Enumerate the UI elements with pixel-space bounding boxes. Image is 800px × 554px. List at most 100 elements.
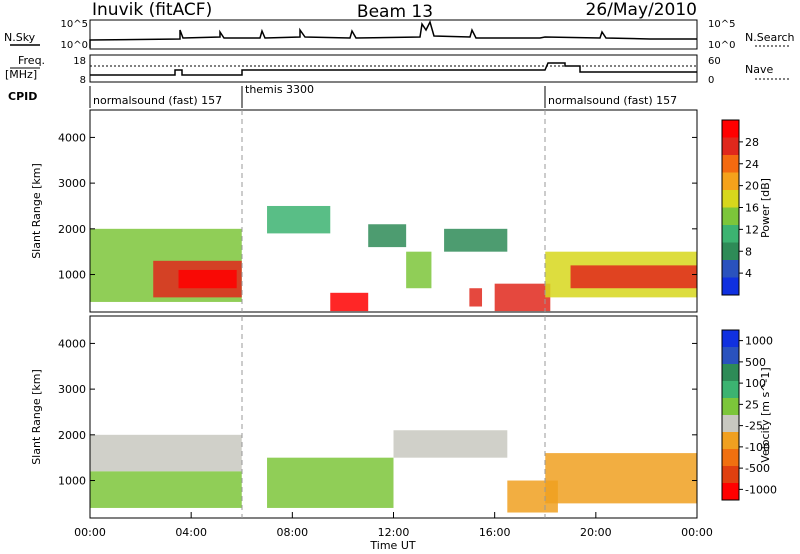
power-colorbar-tick-5: 24 (745, 158, 759, 171)
velocity-region-5 (545, 453, 697, 504)
nsky-label: N.Sky (4, 31, 36, 44)
power-region-9 (494, 283, 551, 312)
power-cells (90, 205, 697, 312)
power-region-7 (444, 228, 508, 252)
velocity-colorbar-block-9 (722, 483, 739, 501)
time-xlabel: Time UT (369, 539, 415, 552)
power-region-11 (570, 265, 697, 289)
beam-title: Beam 13 (357, 2, 433, 22)
velocity-xtick-5: 20:00 (580, 526, 612, 539)
sky-count-panel: N.Sky 10^5 10^0 10^5 10^0 N.Search (4, 19, 795, 51)
power-colorbar-tick-4: 20 (745, 180, 759, 193)
cpid-label: CPID (8, 90, 37, 103)
velocity-colorbar: 1000 500 100 25 -25 -100 -500 -1000 Velocity [m… (721, 329, 777, 501)
cpid-segment-2: themis 3300 (245, 83, 314, 96)
cpid-panel: CPID normalsound (fast) 157 themis 3300 … (8, 83, 677, 108)
power-colorbar-tick-0: 4 (745, 267, 752, 280)
velocity-colorbar-block-5 (722, 415, 739, 433)
velocity-colorbar-tick-2: 100 (745, 377, 766, 390)
nsearch-label: N.Search (745, 31, 795, 44)
velocity-colorbar-block-4 (722, 398, 739, 416)
velocity-ytick-3: 4000 (58, 337, 86, 350)
power-region-5 (368, 224, 407, 248)
velocity-colorbar-tick-1: 500 (745, 356, 766, 369)
nave-label: Nave (745, 63, 773, 76)
power-y-ticks: 1000 2000 3000 4000 (58, 131, 697, 282)
power-colorbar-block-8 (722, 260, 739, 278)
velocity-xtick-0: 00:00 (74, 526, 106, 539)
sky-tick-top: 10^5 (61, 19, 88, 30)
velocity-colorbar-tick-6: -500 (745, 462, 770, 475)
velocity-colorbar-label: Velocity [m s^-1] (759, 367, 772, 462)
velocity-colorbar-block-8 (722, 466, 739, 484)
velocity-region-0 (90, 434, 242, 472)
search-tick-bottom: 10^0 (708, 40, 735, 51)
velocity-colorbar-block-7 (722, 449, 739, 467)
power-colorbar-block-1 (722, 137, 739, 156)
power-region-8 (469, 288, 483, 307)
power-panel: 1000 2000 3000 4000 Slant Range [km] (30, 109, 698, 313)
velocity-colorbar-blocks (722, 330, 739, 501)
velocity-ylabel: Slant Range [km] (30, 369, 43, 465)
velocity-xtick-1: 04:00 (175, 526, 207, 539)
freq-tick-bottom: 8 (80, 75, 86, 86)
power-ytick-0: 1000 (58, 269, 86, 282)
power-colorbar-label: Power [dB] (759, 178, 772, 238)
velocity-colorbar-block-1 (722, 347, 739, 365)
velocity-colorbar-block-3 (722, 381, 739, 399)
power-colorbar-block-0 (722, 120, 739, 138)
power-colorbar-tick-1: 8 (745, 245, 752, 258)
freq-label-2: [MHz] (5, 68, 37, 81)
velocity-colorbar-tick-5: -100 (745, 441, 770, 454)
velocity-xtick-6: 00:00 (681, 526, 713, 539)
power-colorbar-block-6 (722, 225, 739, 243)
power-colorbar: 4 8 12 16 20 24 28 Power [dB] (721, 119, 772, 296)
power-colorbar-block-9 (722, 277, 739, 296)
velocity-colorbar-tick-4: -25 (745, 420, 763, 433)
freq-tick-top: 18 (73, 56, 86, 67)
velocity-colorbar-tick-3: 25 (745, 398, 759, 411)
search-tick-top: 10^5 (708, 19, 735, 30)
power-ytick-3: 4000 (58, 131, 86, 144)
power-colorbar-block-2 (722, 155, 739, 173)
velocity-panel: 1000 2000 3000 4000 00:00 04:00 08:00 12:00 16:… (30, 315, 713, 552)
date-title: 26/May/2010 (586, 0, 698, 20)
velocity-region-1 (90, 471, 242, 508)
power-colorbar-block-7 (722, 242, 739, 261)
velocity-y-ticks: 1000 2000 3000 4000 (58, 337, 697, 488)
velocity-ytick-2: 3000 (58, 383, 86, 396)
freq-trace (90, 62, 697, 76)
power-frame (89, 109, 698, 313)
power-ytick-1: 2000 (58, 223, 86, 236)
power-colorbar-tick-2: 12 (745, 223, 759, 236)
velocity-ytick-1: 2000 (58, 429, 86, 442)
velocity-colorbar-block-0 (722, 330, 739, 348)
station-title: Inuvik (fitACF) (92, 0, 212, 20)
power-region-3 (267, 205, 331, 234)
nsky-trace (89, 19, 697, 48)
freq-label-1: Freq. (18, 54, 45, 67)
power-ylabel: Slant Range [km] (30, 163, 43, 259)
velocity-region-2 (267, 457, 394, 508)
power-colorbar-block-5 (722, 207, 739, 226)
velocity-ytick-0: 1000 (58, 475, 86, 488)
frequency-panel: Freq. [MHz] 18 8 60 0 Nave (5, 54, 790, 86)
velocity-xtick-3: 12:00 (378, 526, 410, 539)
power-colorbar-tick-3: 16 (745, 202, 759, 215)
power-colorbar-tick-6: 28 (745, 136, 759, 149)
nave-tick-top: 60 (708, 56, 721, 67)
velocity-x-ticks: 00:00 04:00 08:00 12:00 16:00 20:00 00:00 (74, 512, 713, 539)
velocity-region-3 (393, 430, 508, 458)
velocity-xtick-4: 16:00 (479, 526, 511, 539)
cpid-segment-3: normalsound (fast) 157 (548, 94, 677, 107)
power-region-6 (406, 251, 432, 289)
nave-tick-bottom: 0 (708, 75, 714, 86)
velocity-colorbar-block-2 (722, 364, 739, 382)
sky-tick-bottom: 10^0 (61, 40, 88, 51)
cpid-segment-1: normalsound (fast) 157 (93, 94, 222, 107)
velocity-cells (90, 430, 697, 513)
power-colorbar-block-3 (722, 172, 739, 191)
velocity-colorbar-tick-7: -1000 (745, 483, 777, 496)
power-colorbar-ticks: 4 8 12 16 20 24 28 (739, 136, 759, 280)
